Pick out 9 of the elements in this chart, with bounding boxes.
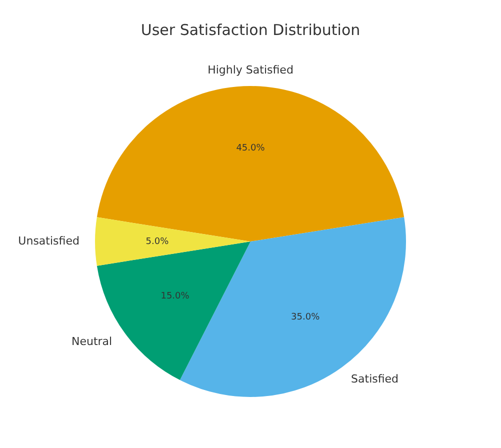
slice-label: Neutral (72, 334, 112, 348)
data-label: 45.0% (236, 144, 266, 154)
data-label: 15.0% (160, 292, 190, 302)
data-label: 5.0% (146, 236, 170, 247)
slice-label: Satisfied (351, 372, 399, 386)
slice-label: Unsatisfied (18, 234, 80, 248)
data-label: 35.0% (291, 312, 320, 322)
slice-label: Highly Satisfied (208, 63, 294, 76)
chart-title: User Satisfaction Distribution (140, 20, 360, 39)
